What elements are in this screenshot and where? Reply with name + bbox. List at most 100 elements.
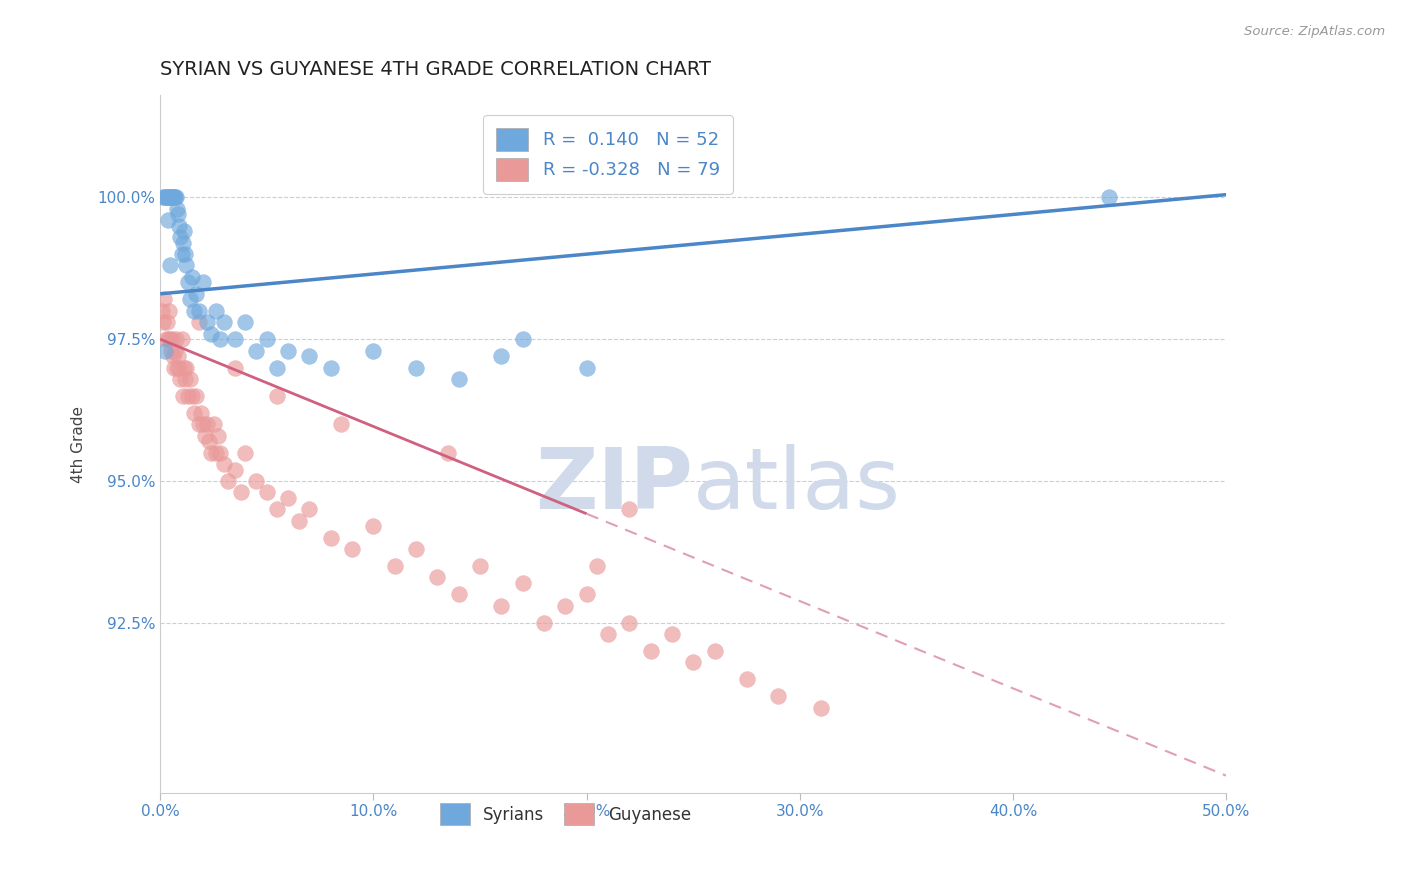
Point xyxy=(159,332,181,346)
Point xyxy=(437,445,460,459)
Point xyxy=(640,644,662,658)
Point xyxy=(512,575,534,590)
Point xyxy=(200,445,222,459)
Point xyxy=(156,332,179,346)
Point xyxy=(162,190,184,204)
Point xyxy=(167,207,190,221)
Point xyxy=(575,587,598,601)
Point xyxy=(165,332,187,346)
Point xyxy=(172,389,194,403)
Point xyxy=(170,247,193,261)
Point xyxy=(266,389,288,403)
Point xyxy=(596,627,619,641)
Point xyxy=(405,360,427,375)
Point xyxy=(183,406,205,420)
Point xyxy=(152,315,174,329)
Point xyxy=(277,491,299,505)
Point xyxy=(155,332,177,346)
Point xyxy=(166,360,188,375)
Point xyxy=(157,213,180,227)
Point xyxy=(160,343,183,358)
Point xyxy=(169,219,191,233)
Point xyxy=(810,700,832,714)
Point xyxy=(181,269,204,284)
Point xyxy=(224,462,246,476)
Point xyxy=(165,190,187,204)
Point xyxy=(174,259,197,273)
Point xyxy=(224,332,246,346)
Point xyxy=(179,293,201,307)
Point xyxy=(165,343,187,358)
Legend: Syrians, Guyanese: Syrians, Guyanese xyxy=(432,795,699,833)
Point xyxy=(174,360,197,375)
Point xyxy=(157,190,180,204)
Point xyxy=(619,615,641,630)
Point xyxy=(208,445,231,459)
Point xyxy=(340,541,363,556)
Point xyxy=(198,434,221,449)
Point xyxy=(157,303,180,318)
Point xyxy=(191,417,214,432)
Point xyxy=(186,389,208,403)
Point xyxy=(155,315,177,329)
Point xyxy=(298,349,321,363)
Point xyxy=(207,428,229,442)
Point xyxy=(152,190,174,204)
Point xyxy=(491,349,513,363)
Point xyxy=(554,599,576,613)
Point xyxy=(575,360,598,375)
Point xyxy=(319,360,342,375)
Point xyxy=(266,502,288,516)
Point xyxy=(187,315,209,329)
Point xyxy=(204,303,226,318)
Point xyxy=(682,655,704,669)
Point xyxy=(187,417,209,432)
Point xyxy=(170,332,193,346)
Point xyxy=(195,417,218,432)
Point xyxy=(190,406,212,420)
Point xyxy=(191,276,214,290)
Point xyxy=(186,286,208,301)
Point xyxy=(153,293,176,307)
Point xyxy=(179,372,201,386)
Point xyxy=(468,558,491,573)
Point xyxy=(735,673,758,687)
Point xyxy=(256,485,278,500)
Point xyxy=(194,428,217,442)
Point xyxy=(447,587,470,601)
Point xyxy=(153,190,176,204)
Point xyxy=(703,644,725,658)
Point xyxy=(768,690,790,704)
Point xyxy=(298,502,321,516)
Point xyxy=(173,360,195,375)
Point xyxy=(277,343,299,358)
Point xyxy=(187,303,209,318)
Text: Source: ZipAtlas.com: Source: ZipAtlas.com xyxy=(1244,25,1385,38)
Point xyxy=(363,343,385,358)
Point xyxy=(533,615,555,630)
Point xyxy=(160,332,183,346)
Point xyxy=(1098,190,1121,204)
Point xyxy=(173,247,195,261)
Text: atlas: atlas xyxy=(693,444,901,527)
Point xyxy=(586,558,609,573)
Y-axis label: 4th Grade: 4th Grade xyxy=(72,406,86,483)
Point xyxy=(491,599,513,613)
Point xyxy=(256,332,278,346)
Point xyxy=(163,360,186,375)
Point xyxy=(169,372,191,386)
Point xyxy=(405,541,427,556)
Point xyxy=(288,514,311,528)
Point xyxy=(172,235,194,250)
Text: ZIP: ZIP xyxy=(536,444,693,527)
Point xyxy=(173,372,195,386)
Point xyxy=(224,360,246,375)
Point xyxy=(169,230,191,244)
Point xyxy=(447,372,470,386)
Point xyxy=(212,315,235,329)
Point xyxy=(266,360,288,375)
Point xyxy=(330,417,353,432)
Point xyxy=(245,343,267,358)
Point xyxy=(160,190,183,204)
Point xyxy=(195,315,218,329)
